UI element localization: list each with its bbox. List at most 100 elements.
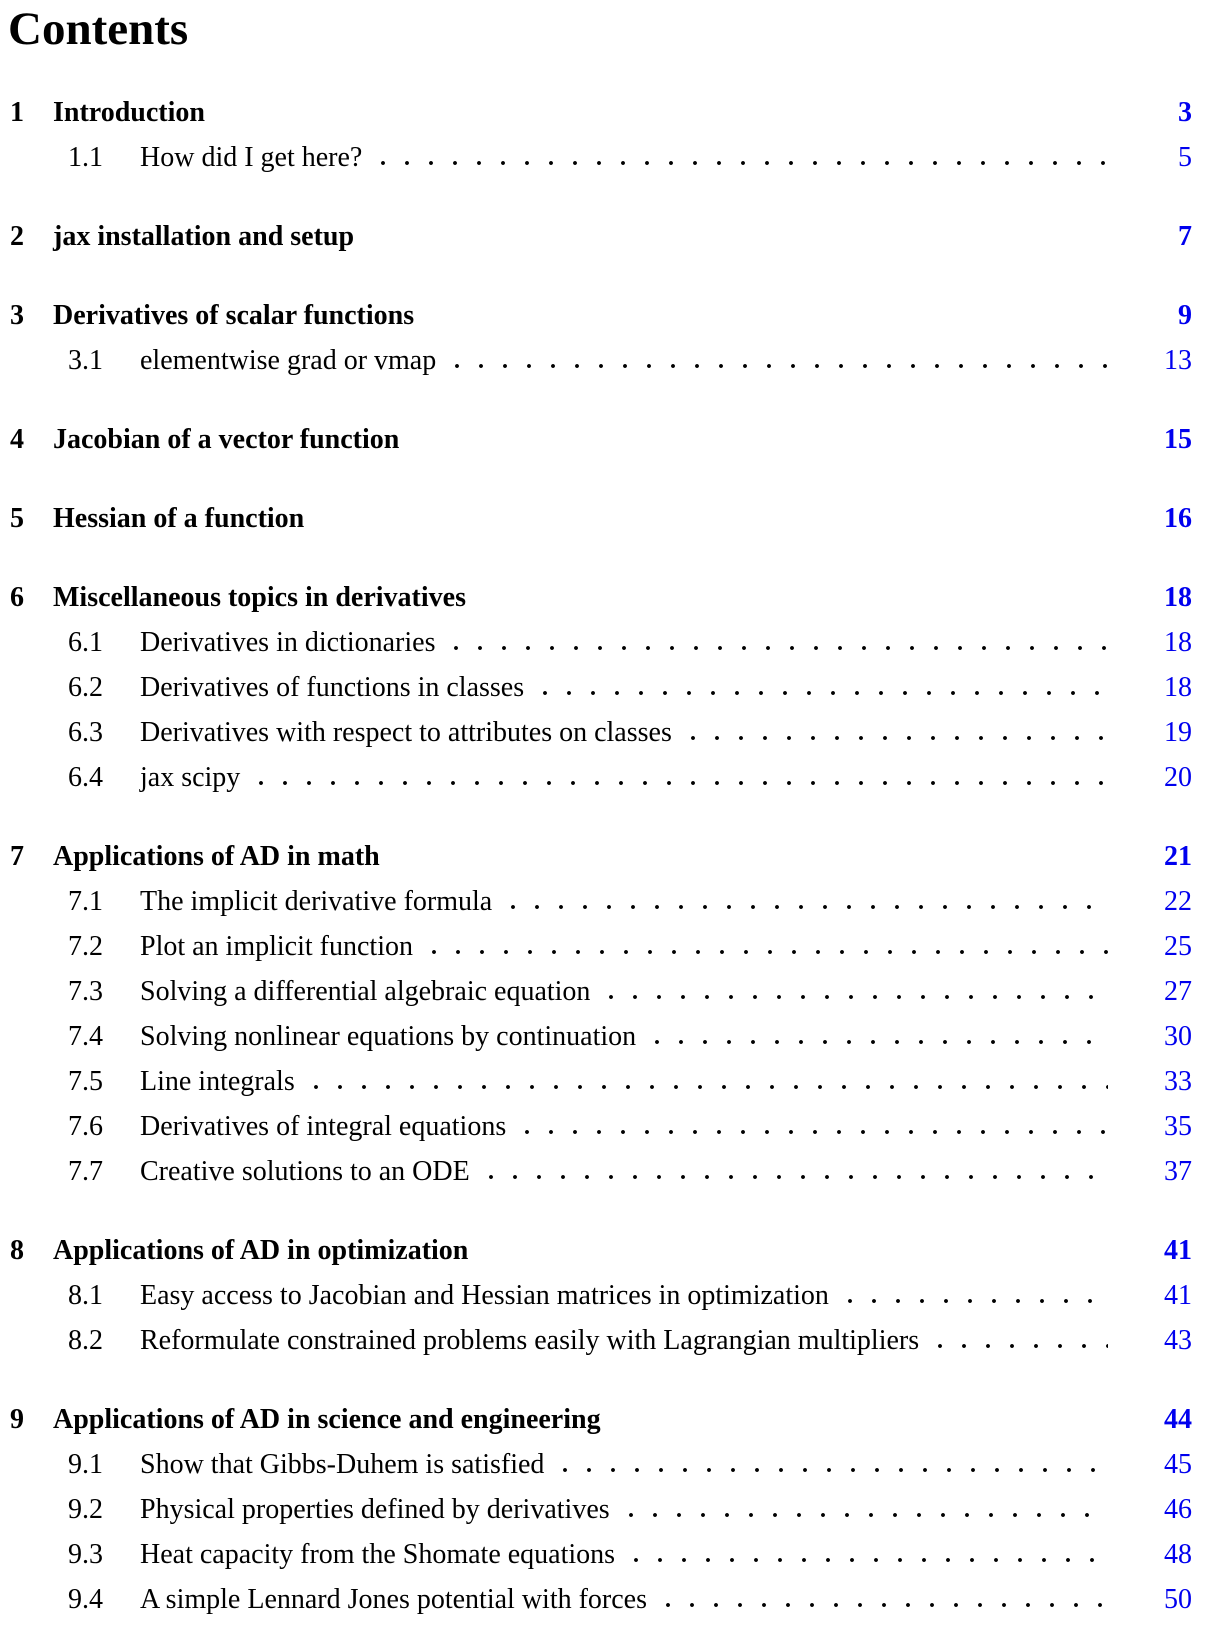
toc-section-group: 1 Introduction 3 1.1 How did I get here?… — [10, 90, 1192, 180]
toc-section-entry: 5 Hessian of a function 16 — [10, 496, 1192, 541]
subsection-page-link[interactable]: 25 — [1164, 931, 1192, 963]
subsection-number: 9.3 — [68, 1539, 103, 1571]
subsection-page-link[interactable]: 35 — [1164, 1111, 1192, 1143]
subsection-number: 7.6 — [68, 1111, 103, 1143]
toc-section-group: 3 Derivatives of scalar functions 9 3.1 … — [10, 293, 1192, 383]
dot-leader — [506, 904, 1108, 911]
toc-subsection-entry: 7.6 Derivatives of integral equations 35 — [68, 1104, 1192, 1149]
toc-subsection-entry: 6.1 Derivatives in dictionaries 18 — [68, 620, 1192, 665]
section-page-link[interactable]: 18 — [1164, 582, 1192, 614]
section-page-link[interactable]: 44 — [1164, 1404, 1192, 1436]
subsection-page-link[interactable]: 5 — [1178, 142, 1192, 174]
section-number: 2 — [10, 221, 24, 253]
dot-leader — [520, 1129, 1108, 1136]
toc-subsection-entry: 7.5 Line integrals 33 — [68, 1059, 1192, 1104]
subsection-title: Derivatives with respect to attributes o… — [140, 717, 672, 749]
toc-section-group: 8 Applications of AD in optimization 41 … — [10, 1228, 1192, 1363]
subsection-number: 9.2 — [68, 1494, 103, 1526]
subsection-page-link[interactable]: 18 — [1164, 672, 1192, 704]
toc-section-group: 6 Miscellaneous topics in derivatives 18… — [10, 575, 1192, 800]
subsection-title: Show that Gibbs-Duhem is satisfied — [140, 1449, 545, 1481]
toc-subsection-entry: 6.3 Derivatives with respect to attribut… — [68, 710, 1192, 755]
subsection-number: 7.2 — [68, 931, 103, 963]
toc-subsection-entry: 3.1 elementwise grad or vmap 13 — [68, 338, 1192, 383]
subsection-page-link[interactable]: 18 — [1164, 627, 1192, 659]
section-number: 4 — [10, 424, 24, 456]
subsection-page-link[interactable]: 22 — [1164, 886, 1192, 918]
dot-leader — [449, 645, 1108, 652]
section-title: Hessian of a function — [53, 503, 305, 535]
subsection-page-link[interactable]: 19 — [1164, 717, 1192, 749]
subsection-number: 6.2 — [68, 672, 103, 704]
subsection-title: Easy access to Jacobian and Hessian matr… — [140, 1280, 829, 1312]
subsection-number: 6.1 — [68, 627, 103, 659]
subsection-number: 9.1 — [68, 1449, 103, 1481]
dot-leader — [538, 690, 1108, 697]
toc-subsection-entry: 9.4 A simple Lennard Jones potential wit… — [68, 1577, 1192, 1622]
subsection-number: 1.1 — [68, 142, 103, 174]
subsection-title: Derivatives of functions in classes — [140, 672, 525, 704]
subsection-title: Solving a differential algebraic equatio… — [140, 976, 591, 1008]
section-page-link[interactable]: 9 — [1178, 300, 1192, 332]
table-of-contents: 1 Introduction 3 1.1 How did I get here?… — [10, 90, 1192, 1622]
subsection-page-link[interactable]: 48 — [1164, 1539, 1192, 1571]
section-page-link[interactable]: 16 — [1164, 503, 1192, 535]
section-page-link[interactable]: 7 — [1178, 221, 1192, 253]
section-title: jax installation and setup — [53, 221, 355, 253]
subsection-title: Plot an implicit function — [140, 931, 413, 963]
subsection-title: Derivatives of integral equations — [140, 1111, 507, 1143]
toc-subsection-entry: 7.4 Solving nonlinear equations by conti… — [68, 1014, 1192, 1059]
toc-subsection-entry: 9.1 Show that Gibbs-Duhem is satisfied 4… — [68, 1442, 1192, 1487]
subsection-title: elementwise grad or vmap — [140, 345, 437, 377]
toc-section-entry: 8 Applications of AD in optimization 41 — [10, 1228, 1192, 1273]
subsection-page-link[interactable]: 37 — [1164, 1156, 1192, 1188]
toc-section-group: 5 Hessian of a function 16 — [10, 496, 1192, 541]
dot-leader — [483, 1174, 1108, 1181]
subsection-page-link[interactable]: 50 — [1164, 1584, 1192, 1616]
dot-leader — [629, 1557, 1108, 1564]
toc-subsection-entry: 7.2 Plot an implicit function 25 — [68, 924, 1192, 969]
subsection-title: The implicit derivative formula — [140, 886, 493, 918]
section-page-link[interactable]: 15 — [1164, 424, 1192, 456]
subsection-title: Physical properties defined by derivativ… — [140, 1494, 610, 1526]
section-number: 8 — [10, 1235, 24, 1267]
toc-section-group: 4 Jacobian of a vector function 15 — [10, 417, 1192, 462]
dot-leader — [604, 994, 1108, 1001]
subsection-number: 7.3 — [68, 976, 103, 1008]
toc-subsection-entry: 1.1 How did I get here? 5 — [68, 135, 1192, 180]
section-title: Applications of AD in optimization — [53, 1235, 469, 1267]
toc-section-entry: 6 Miscellaneous topics in derivatives 18 — [10, 575, 1192, 620]
section-title: Derivatives of scalar functions — [53, 300, 415, 332]
dot-leader — [308, 1084, 1108, 1091]
section-page-link[interactable]: 41 — [1164, 1235, 1192, 1267]
subsection-page-link[interactable]: 30 — [1164, 1021, 1192, 1053]
toc-subsection-entry: 9.2 Physical properties defined by deriv… — [68, 1487, 1192, 1532]
toc-section-entry: 9 Applications of AD in science and engi… — [10, 1397, 1192, 1442]
section-page-link[interactable]: 3 — [1178, 97, 1192, 129]
subsection-title: A simple Lennard Jones potential with fo… — [140, 1584, 647, 1616]
subsection-page-link[interactable]: 13 — [1164, 345, 1192, 377]
subsection-page-link[interactable]: 43 — [1164, 1325, 1192, 1357]
subsection-page-link[interactable]: 33 — [1164, 1066, 1192, 1098]
toc-subsection-entry: 8.2 Reformulate constrained problems eas… — [68, 1318, 1192, 1363]
toc-subsection-entry: 9.3 Heat capacity from the Shomate equat… — [68, 1532, 1192, 1577]
subsection-number: 7.5 — [68, 1066, 103, 1098]
toc-subsection-entry: 7.3 Solving a differential algebraic equ… — [68, 969, 1192, 1014]
section-number: 5 — [10, 503, 24, 535]
toc-section-entry: 3 Derivatives of scalar functions 9 — [10, 293, 1192, 338]
subsection-page-link[interactable]: 20 — [1164, 762, 1192, 794]
subsection-page-link[interactable]: 45 — [1164, 1449, 1192, 1481]
toc-section-entry: 2 jax installation and setup 7 — [10, 214, 1192, 259]
section-number: 7 — [10, 841, 24, 873]
dot-leader — [426, 949, 1108, 956]
subsection-page-link[interactable]: 27 — [1164, 976, 1192, 1008]
section-title: Applications of AD in science and engine… — [53, 1404, 601, 1436]
toc-section-entry: 4 Jacobian of a vector function 15 — [10, 417, 1192, 462]
subsection-title: Solving nonlinear equations by continuat… — [140, 1021, 637, 1053]
section-number: 9 — [10, 1404, 24, 1436]
subsection-page-link[interactable]: 46 — [1164, 1494, 1192, 1526]
toc-subsection-entry: 7.1 The implicit derivative formula 22 — [68, 879, 1192, 924]
subsection-page-link[interactable]: 41 — [1164, 1280, 1192, 1312]
section-page-link[interactable]: 21 — [1164, 841, 1192, 873]
section-number: 1 — [10, 97, 24, 129]
